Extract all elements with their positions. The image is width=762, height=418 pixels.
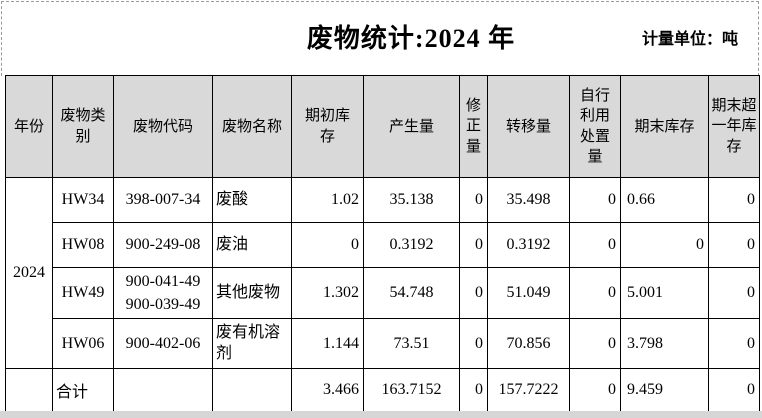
cell-self-disposed[interactable]: 0 — [569, 267, 621, 319]
cell-closing[interactable]: 5.001 — [620, 267, 709, 319]
cell-corrected[interactable]: 0 — [459, 267, 488, 319]
cell-category[interactable]: HW06 — [52, 318, 114, 369]
cell-corrected[interactable]: 0 — [459, 318, 488, 369]
cell-self-disposed[interactable]: 0 — [569, 222, 621, 268]
header-corrected[interactable]: 修正量 — [459, 75, 488, 178]
cell-total-closing[interactable]: 9.459 — [620, 368, 709, 413]
cell-code-empty[interactable] — [113, 368, 213, 413]
header-generated[interactable]: 产生量 — [363, 75, 460, 178]
cell-total-self-disposed[interactable]: 0 — [569, 368, 621, 413]
cell-name[interactable]: 废酸 — [212, 177, 292, 223]
cell-transferred[interactable]: 35.498 — [487, 177, 570, 223]
cell-opening[interactable]: 0 — [291, 222, 364, 268]
cell-total-generated[interactable]: 163.7152 — [363, 368, 460, 413]
cell-opening[interactable]: 1.302 — [291, 267, 364, 319]
header-row: 年份 废物类别 废物代码 废物名称 期初库存 产生量 修正量 转移量 自行利用处… — [5, 75, 760, 178]
header-name[interactable]: 废物名称 — [212, 75, 292, 178]
cell-generated[interactable]: 73.51 — [363, 318, 460, 369]
cell-total-corrected[interactable]: 0 — [459, 368, 488, 413]
total-row: 合计 3.466 163.7152 0 157.7222 0 9.459 0 — [5, 368, 760, 413]
table-row-hw34: 2024 HW34 398-007-34 废酸 1.02 35.138 0 35… — [5, 177, 760, 369]
cell-generated[interactable]: 54.748 — [363, 267, 460, 319]
unit-label: 计量单位：吨 — [641, 31, 738, 48]
header-year[interactable]: 年份 — [5, 75, 53, 178]
title-band: 废物统计:2024 年 — [60, 18, 762, 55]
cell-code[interactable]: 900-402-06 — [113, 318, 213, 369]
page-bottom-gray-strip — [0, 411, 762, 418]
cell-name[interactable]: 废有机溶剂 — [212, 318, 292, 369]
cell-category[interactable]: HW49 — [52, 267, 114, 319]
cell-generated[interactable]: 35.138 — [363, 177, 460, 223]
header-opening-stock[interactable]: 期初库存 — [291, 75, 364, 178]
header-code[interactable]: 废物代码 — [113, 75, 213, 178]
cell-total-opening[interactable]: 3.466 — [291, 368, 364, 413]
cell-transferred[interactable]: 0.3192 — [487, 222, 570, 268]
header-transferred[interactable]: 转移量 — [487, 75, 570, 178]
cell-over-one-year[interactable]: 0 — [708, 177, 760, 223]
cell-corrected[interactable]: 0 — [459, 177, 488, 223]
cell-generated[interactable]: 0.3192 — [363, 222, 460, 268]
page-title: 废物统计:2024 年 — [306, 24, 516, 53]
cell-year-empty[interactable] — [5, 368, 53, 413]
waste-statistics-table: 年份 废物类别 废物代码 废物名称 期初库存 产生量 修正量 转移量 自行利用处… — [5, 75, 760, 414]
cell-over-one-year[interactable]: 0 — [708, 267, 760, 319]
cell-total-transferred[interactable]: 157.7222 — [487, 368, 570, 413]
header-self-disposed[interactable]: 自行利用处置量 — [569, 75, 621, 178]
table-row-hw06: HW06 900-402-06 废有机溶剂 1.144 73.51 0 70.8… — [6, 318, 760, 369]
cell-corrected[interactable]: 0 — [459, 222, 488, 268]
cell-over-one-year[interactable]: 0 — [708, 318, 760, 369]
table-row-hw08: HW08 900-249-08 废油 0 0.3192 0 0.3192 0 0… — [6, 222, 760, 268]
cell-category[interactable]: HW34 — [52, 177, 114, 223]
table-row-hw49: HW49 900-041-49 900-039-49 其他废物 1.302 54… — [6, 267, 760, 319]
cell-name[interactable]: 废油 — [212, 222, 292, 268]
cell-self-disposed[interactable]: 0 — [569, 318, 621, 369]
header-category[interactable]: 废物类别 — [52, 75, 114, 178]
cell-closing[interactable]: 3.798 — [620, 318, 709, 369]
cell-total-over-one-year[interactable]: 0 — [708, 368, 760, 413]
cell-name[interactable]: 其他废物 — [212, 267, 292, 319]
cell-code[interactable]: 900-249-08 — [113, 222, 213, 268]
cell-opening[interactable]: 1.144 — [291, 318, 364, 369]
header-over-one-year[interactable]: 期末超一年库存 — [708, 75, 760, 178]
header-closing-stock[interactable]: 期末库存 — [620, 75, 709, 178]
cell-closing[interactable]: 0 — [620, 222, 709, 268]
cell-closing[interactable]: 0.66 — [620, 177, 709, 223]
cell-name-empty[interactable] — [212, 368, 292, 413]
cell-code[interactable]: 900-041-49 900-039-49 — [113, 267, 213, 319]
cell-year-2024[interactable]: 2024 — [5, 177, 53, 369]
cell-opening[interactable]: 1.02 — [291, 177, 364, 223]
cell-self-disposed[interactable]: 0 — [569, 177, 621, 223]
cell-code[interactable]: 398-007-34 — [113, 177, 213, 223]
cell-total-label[interactable]: 合计 — [52, 368, 114, 413]
cell-category[interactable]: HW08 — [52, 222, 114, 268]
cell-over-one-year[interactable]: 0 — [708, 222, 760, 268]
cell-transferred[interactable]: 51.049 — [487, 267, 570, 319]
cell-transferred[interactable]: 70.856 — [487, 318, 570, 369]
